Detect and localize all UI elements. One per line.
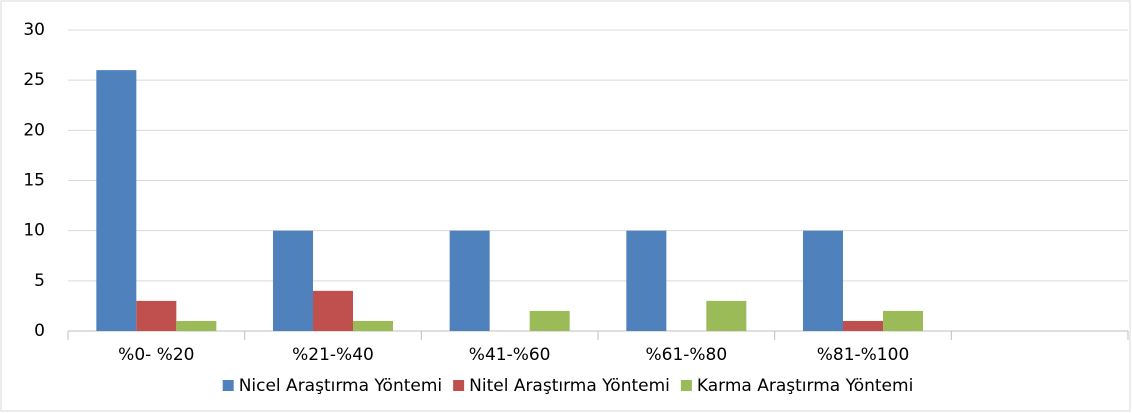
bar xyxy=(529,310,570,331)
y-tick-label: 20 xyxy=(23,120,45,140)
bar xyxy=(273,230,313,331)
y-tick-label: 10 xyxy=(23,221,45,241)
legend-swatch xyxy=(453,380,465,391)
bar xyxy=(883,310,923,331)
bar xyxy=(313,290,353,331)
x-tick-label: %0- %20 xyxy=(118,345,194,365)
y-tick-label: 15 xyxy=(23,171,45,191)
legend-label: Karma Araştırma Yöntemi xyxy=(697,376,913,396)
y-tick-label: 25 xyxy=(23,70,45,90)
y-tick-label: 5 xyxy=(34,271,45,291)
bar xyxy=(449,230,490,331)
bar xyxy=(843,320,883,331)
bar xyxy=(626,230,667,331)
bar xyxy=(96,70,137,331)
bar xyxy=(803,230,843,331)
x-tick-label: %21-%40 xyxy=(292,345,374,365)
bar xyxy=(353,320,393,331)
x-tick-label: %81-%100 xyxy=(817,345,910,365)
legend-swatch xyxy=(222,380,234,391)
bar xyxy=(176,320,217,331)
y-tick-label: 30 xyxy=(23,20,45,40)
bar xyxy=(136,300,177,331)
bar xyxy=(706,300,747,331)
legend-swatch xyxy=(680,380,692,391)
legend-label: Nicel Araştırma Yöntemi xyxy=(239,376,442,396)
x-tick-label: %41-%60 xyxy=(469,345,551,365)
y-tick-label: 0 xyxy=(34,321,45,341)
x-tick-label: %61-%80 xyxy=(645,345,727,365)
legend-label: Nitel Araştırma Yöntemi xyxy=(469,376,670,396)
